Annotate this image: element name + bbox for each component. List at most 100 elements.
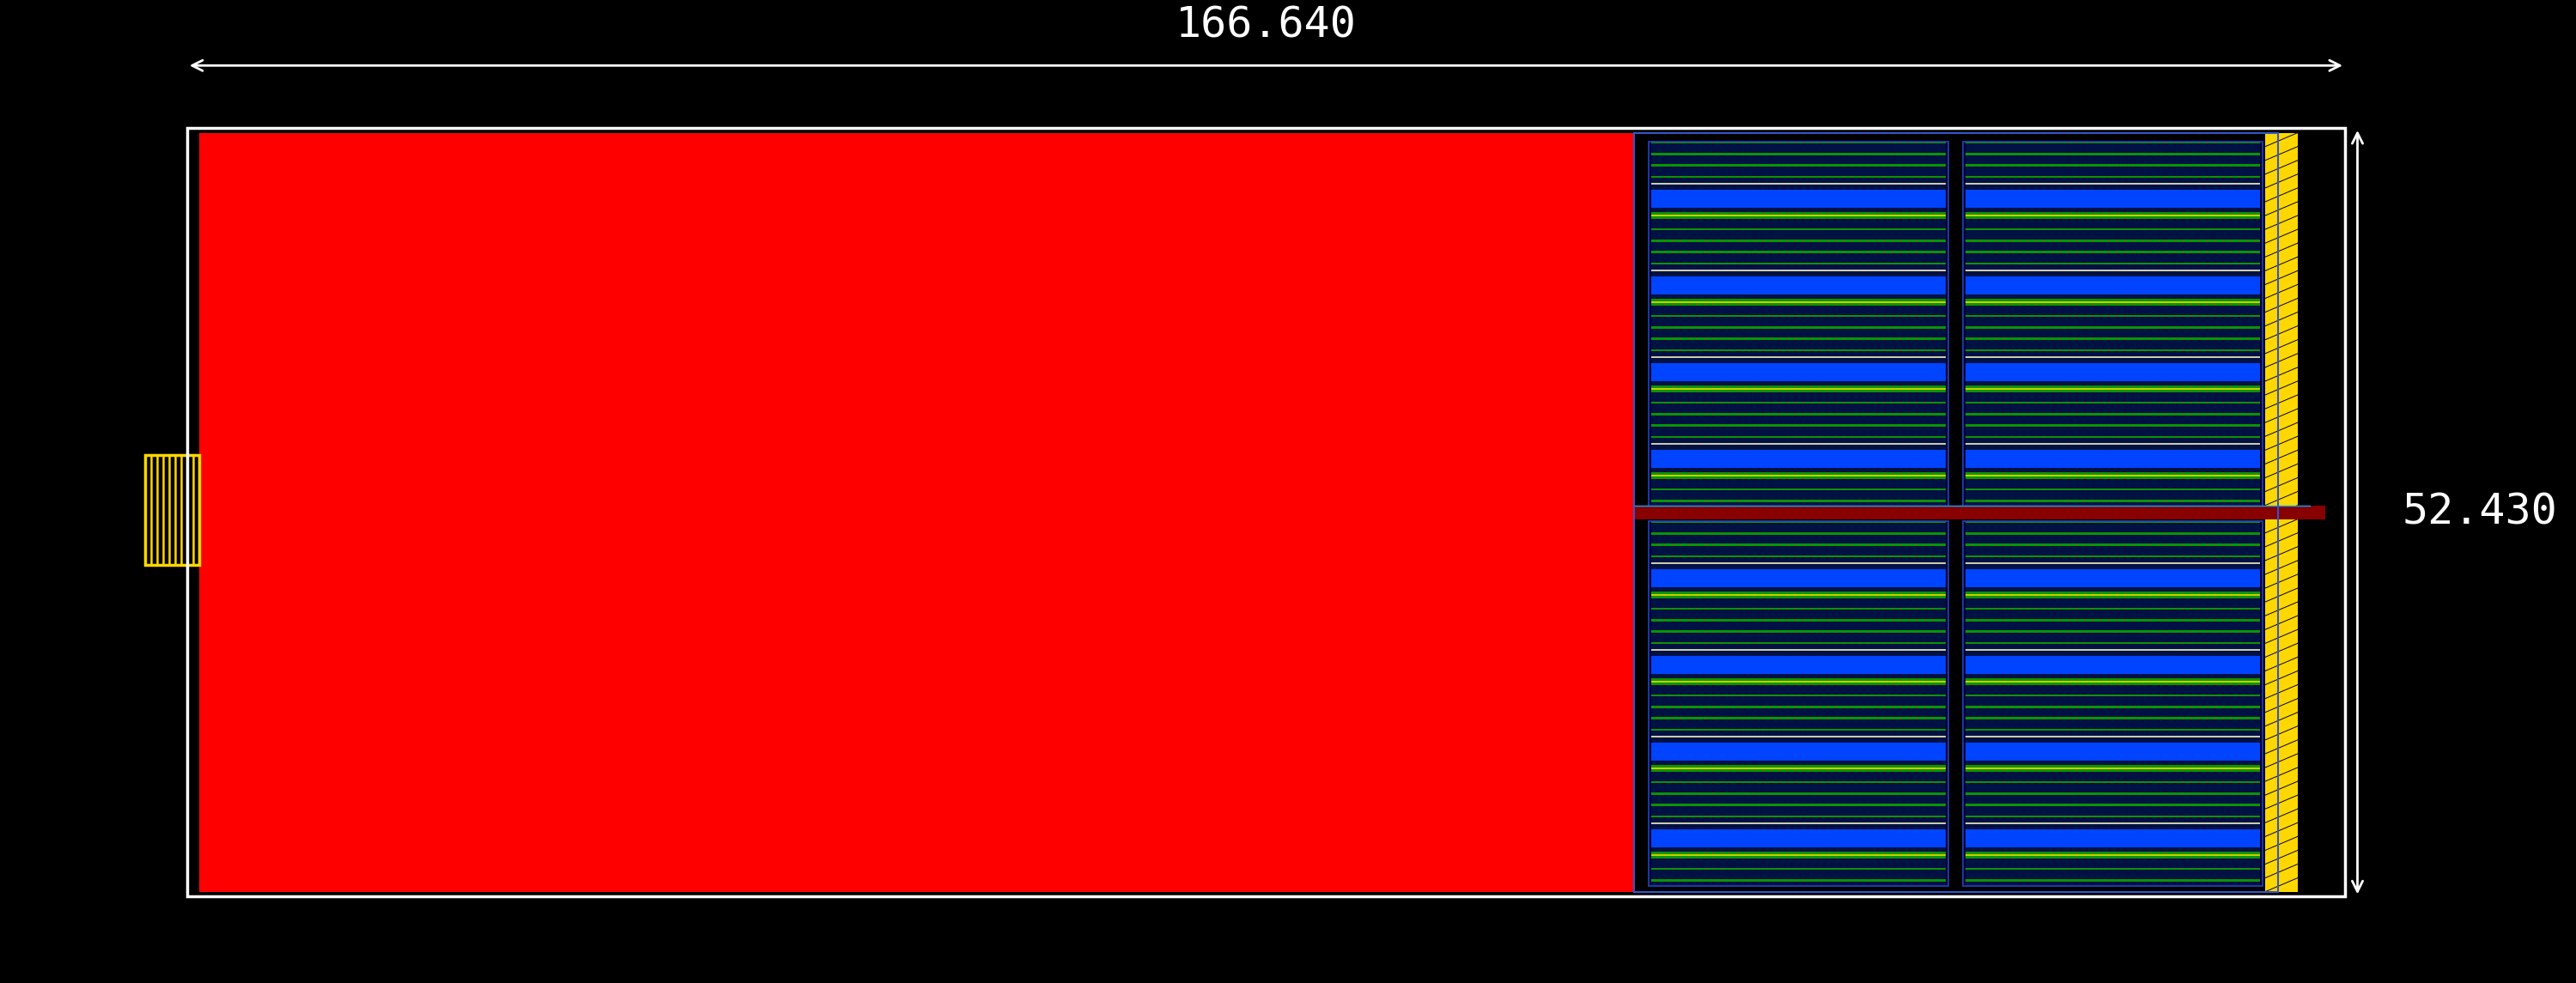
Point bbox=[2187, 601, 2228, 616]
Point bbox=[2179, 608, 2221, 624]
Point bbox=[1687, 812, 1728, 828]
Point bbox=[1852, 864, 1893, 880]
Point bbox=[2110, 260, 2151, 275]
Point bbox=[1965, 490, 2007, 505]
Point bbox=[2172, 639, 2213, 655]
Point bbox=[2040, 601, 2081, 616]
Point bbox=[2202, 319, 2244, 335]
Point bbox=[1824, 585, 1865, 601]
Point bbox=[1772, 260, 1814, 275]
Point bbox=[1803, 179, 1844, 195]
Point bbox=[1798, 785, 1839, 801]
Point bbox=[1700, 797, 1741, 813]
Point bbox=[2226, 229, 2267, 245]
Point bbox=[1731, 714, 1772, 729]
Point bbox=[1991, 585, 2032, 601]
Point bbox=[2058, 317, 2099, 332]
Point bbox=[1731, 161, 1772, 177]
Point bbox=[2107, 767, 2148, 782]
Point bbox=[1752, 707, 1793, 723]
Point bbox=[1868, 593, 1909, 608]
Point bbox=[2174, 149, 2215, 165]
Point bbox=[1860, 800, 1901, 816]
Point bbox=[1919, 789, 1960, 805]
Point bbox=[2179, 346, 2221, 362]
Point bbox=[1973, 864, 2014, 880]
Point bbox=[1917, 391, 1958, 407]
Point bbox=[1991, 646, 2032, 662]
Point bbox=[2143, 139, 2184, 154]
Point bbox=[2177, 331, 2218, 347]
Point bbox=[1801, 632, 1842, 648]
Point bbox=[1904, 225, 1945, 241]
Point bbox=[1991, 433, 2032, 448]
Point bbox=[2231, 421, 2272, 436]
Point bbox=[1824, 292, 1865, 308]
Point bbox=[2210, 376, 2251, 391]
Point bbox=[2115, 684, 2156, 700]
Point bbox=[1893, 679, 1935, 695]
Point bbox=[2123, 149, 2164, 165]
Point bbox=[2161, 684, 2202, 700]
Point bbox=[1692, 157, 1734, 173]
Point bbox=[1641, 376, 1682, 391]
Point bbox=[1904, 403, 1945, 419]
Point bbox=[2058, 627, 2099, 643]
Point bbox=[1860, 719, 1901, 734]
Point bbox=[1811, 819, 1852, 835]
Point bbox=[1847, 841, 1888, 857]
Point bbox=[2136, 387, 2177, 403]
Point bbox=[1883, 805, 1924, 821]
Point bbox=[2136, 474, 2177, 490]
Point bbox=[2154, 671, 2195, 687]
Point bbox=[1741, 845, 1783, 861]
Point bbox=[1824, 253, 1865, 268]
Point bbox=[1839, 346, 1880, 362]
Point bbox=[2094, 496, 2136, 512]
Point bbox=[1752, 841, 1793, 857]
Point bbox=[2190, 462, 2231, 478]
Point bbox=[2197, 632, 2239, 648]
Point bbox=[1880, 157, 1922, 173]
Point bbox=[2099, 248, 2141, 263]
Point bbox=[1855, 492, 1896, 508]
Point bbox=[1965, 861, 2007, 877]
Point bbox=[1852, 391, 1893, 407]
Point bbox=[2081, 229, 2123, 245]
Point bbox=[1847, 797, 1888, 813]
Point bbox=[1687, 819, 1728, 835]
Point bbox=[2014, 593, 2056, 608]
Point bbox=[2202, 758, 2244, 774]
Point bbox=[2218, 684, 2259, 700]
Point bbox=[2022, 205, 2063, 221]
Point bbox=[1839, 793, 1880, 809]
Point bbox=[1857, 334, 1899, 350]
Point bbox=[2226, 297, 2267, 313]
Point bbox=[1721, 545, 1762, 560]
Point bbox=[2179, 403, 2221, 419]
Point bbox=[2115, 485, 2156, 500]
Point bbox=[1649, 725, 1690, 741]
Point bbox=[1798, 157, 1839, 173]
Point bbox=[1721, 253, 1762, 268]
Point bbox=[1664, 161, 1705, 177]
Point bbox=[1752, 513, 1793, 529]
Point bbox=[1692, 154, 1734, 170]
Point bbox=[1767, 391, 1808, 407]
Point bbox=[2195, 218, 2236, 234]
Point bbox=[1832, 225, 1873, 241]
Point bbox=[1687, 691, 1728, 707]
Point bbox=[2050, 582, 2092, 598]
Point bbox=[2032, 292, 2074, 308]
Point bbox=[1749, 513, 1790, 529]
Point bbox=[1759, 719, 1801, 734]
Point bbox=[2161, 218, 2202, 234]
Point bbox=[1888, 758, 1929, 774]
Point bbox=[1973, 414, 2014, 430]
Point bbox=[1731, 522, 1772, 538]
Point bbox=[1919, 426, 1960, 441]
Point bbox=[1664, 668, 1705, 684]
Point bbox=[1965, 339, 2007, 355]
Point bbox=[1963, 582, 2004, 598]
Point bbox=[1873, 414, 1914, 430]
